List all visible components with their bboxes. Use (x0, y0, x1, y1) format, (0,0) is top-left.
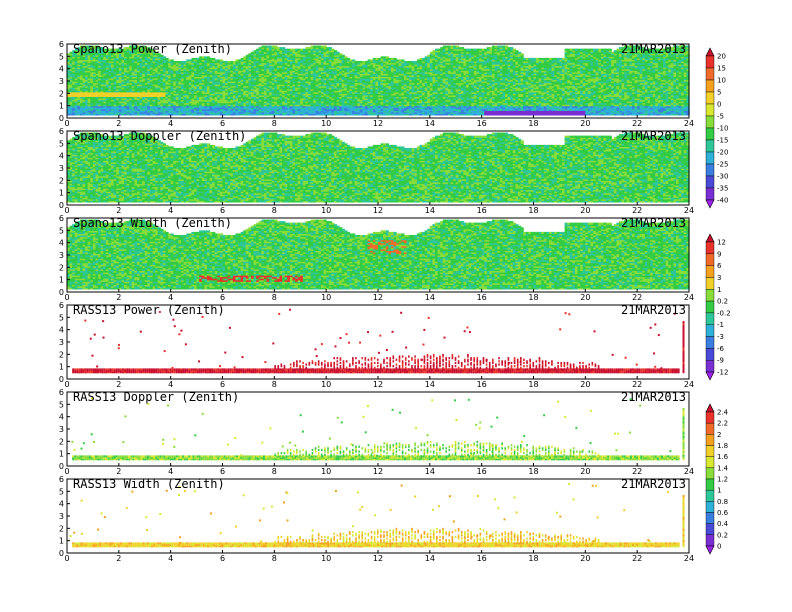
panel-1: 0 2 4 6 8 10 12 14 16 18 20 22 240123456 Spano13 Powe… (59, 40, 694, 128)
